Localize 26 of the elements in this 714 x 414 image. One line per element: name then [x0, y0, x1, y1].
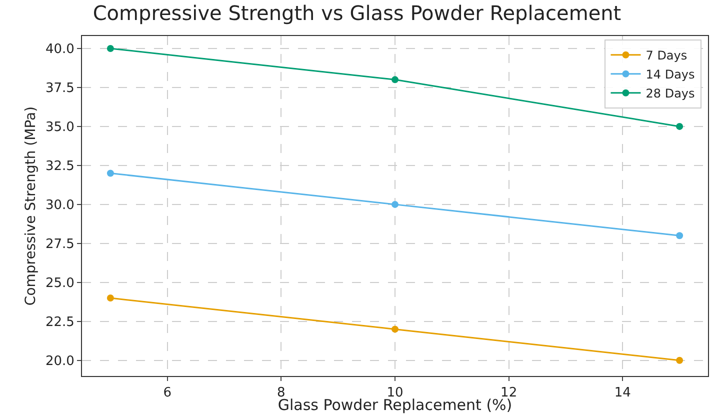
point — [676, 122, 684, 130]
legend-label: 28 Days — [646, 86, 695, 101]
point — [392, 76, 398, 84]
chart-title: Compressive Strength vs Glass Powder Replacement — [92, 1, 622, 26]
y-tick-label: 20.0 — [45, 354, 74, 369]
legend-label: 7 Days — [646, 48, 688, 63]
point — [392, 326, 398, 333]
y-tick-label: 32.5 — [45, 159, 74, 174]
y-tick-label: 40.0 — [45, 42, 74, 58]
point — [106, 44, 114, 52]
y-tick-label: 30.0 — [45, 198, 74, 213]
point — [392, 200, 398, 208]
y-tick-label: 27.5 — [45, 236, 74, 252]
point — [106, 170, 114, 177]
y-tick-label: 37.5 — [45, 81, 74, 96]
y-tick-label: 22.5 — [45, 314, 74, 330]
y-tick-label: 25.0 — [45, 276, 74, 291]
y-tick-label: 35.0 — [45, 120, 74, 136]
x-tick-label: 14 — [614, 386, 631, 401]
point — [106, 294, 114, 302]
point — [676, 232, 684, 240]
point — [676, 356, 684, 364]
x-axis-title: Glass Powder Replacement (%) — [278, 396, 512, 414]
y-axis-title: Compressive Strength (MPa) — [23, 106, 40, 306]
x-tick-label: 6 — [163, 386, 172, 401]
legend-label: 14 Days — [646, 68, 695, 82]
